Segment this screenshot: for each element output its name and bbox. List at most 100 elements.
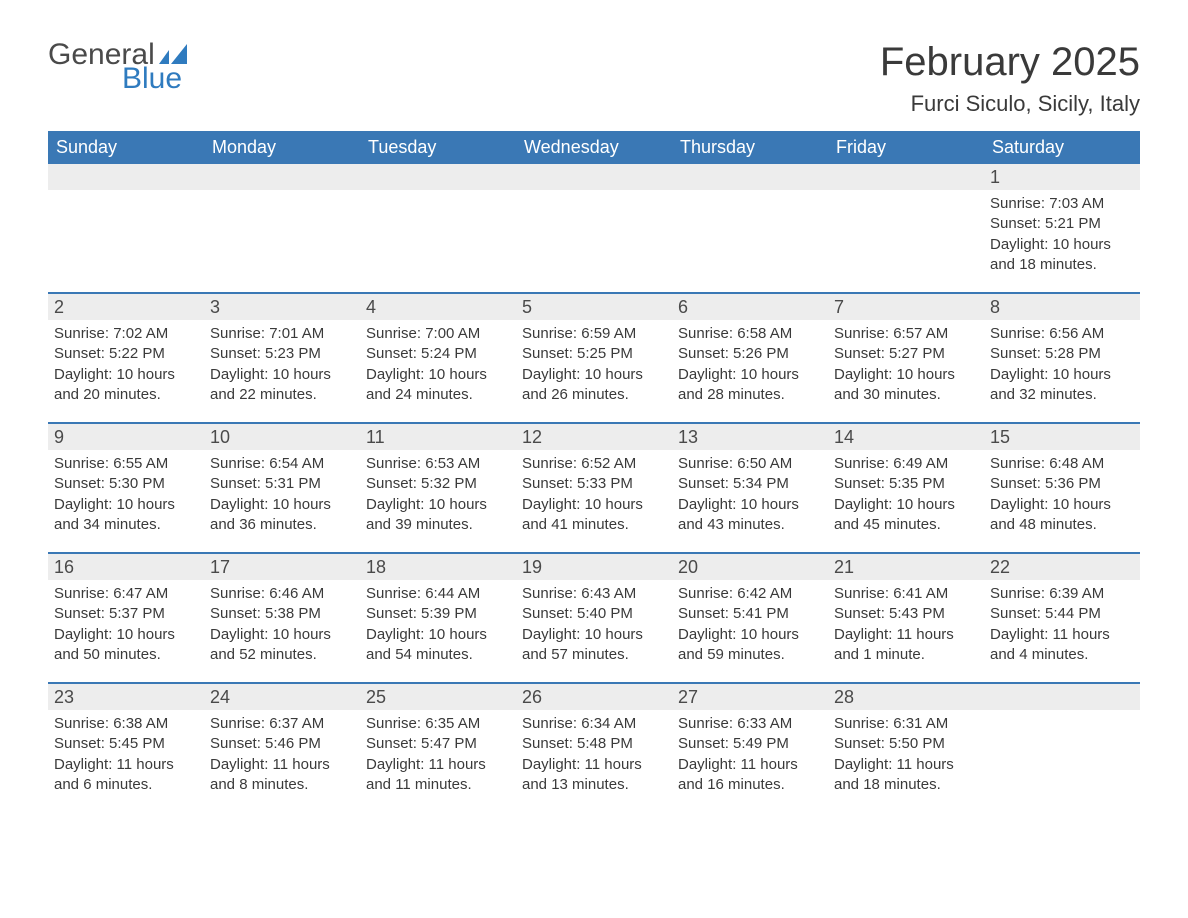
daylight-text: Daylight: 10 hours and 26 minutes. (522, 365, 666, 406)
week-row: 1Sunrise: 7:03 AMSunset: 5:21 PMDaylight… (48, 164, 1140, 292)
day-number: 25 (360, 684, 516, 710)
sunrise-text: Sunrise: 6:38 AM (54, 714, 198, 734)
daylight-text: Daylight: 10 hours and 41 minutes. (522, 495, 666, 536)
sunrise-text: Sunrise: 6:52 AM (522, 454, 666, 474)
day-number: 20 (672, 554, 828, 580)
sunset-text: Sunset: 5:45 PM (54, 734, 198, 754)
day-body: Sunrise: 6:35 AMSunset: 5:47 PMDaylight:… (360, 710, 516, 799)
week-row: 2Sunrise: 7:02 AMSunset: 5:22 PMDaylight… (48, 292, 1140, 422)
daylight-text: Daylight: 10 hours and 57 minutes. (522, 625, 666, 666)
day-body: Sunrise: 6:49 AMSunset: 5:35 PMDaylight:… (828, 450, 984, 539)
sunset-text: Sunset: 5:27 PM (834, 344, 978, 364)
day-cell (48, 164, 204, 292)
day-cell (204, 164, 360, 292)
daylight-text: Daylight: 11 hours and 4 minutes. (990, 625, 1134, 666)
day-number: 8 (984, 294, 1140, 320)
dow-wednesday: Wednesday (516, 131, 672, 164)
week-row: 16 Sunrise: 6:47 AMSunset: 5:37 PM Dayligh… (48, 552, 1140, 682)
day-cell: 4Sunrise: 7:00 AMSunset: 5:24 PMDaylight… (360, 294, 516, 422)
daylight-text: Daylight: 11 hours and 13 minutes. (522, 755, 666, 796)
title-block: February 2025 Furci Siculo, Sicily, Ital… (880, 40, 1140, 117)
day-cell: 7Sunrise: 6:57 AMSunset: 5:27 PMDaylight… (828, 294, 984, 422)
logo-flag-icon (159, 44, 187, 64)
daylight-text: Daylight: 10 hours and 24 minutes. (366, 365, 510, 406)
sunset-text: Sunset: 5:36 PM (990, 474, 1134, 494)
sunrise-text: Sunrise: 6:34 AM (522, 714, 666, 734)
sunrise-text: Sunrise: 6:47 AM (54, 584, 198, 604)
day-cell: 19Sunrise: 6:43 AMSunset: 5:40 PMDayligh… (516, 554, 672, 682)
sunrise-text: Sunrise: 6:35 AM (366, 714, 510, 734)
day-body: Sunrise: 6:50 AMSunset: 5:34 PMDaylight:… (672, 450, 828, 539)
sunrise-text: Sunrise: 7:02 AM (54, 324, 198, 344)
sunset-text: Sunset: 5:37 PM (54, 604, 198, 624)
day-body: Sunrise: 6:37 AMSunset: 5:46 PMDaylight:… (204, 710, 360, 799)
day-body: Sunrise: 6:39 AMSunset: 5:44 PMDaylight:… (984, 580, 1140, 669)
day-number: 23 (48, 684, 204, 710)
sunset-text: Sunset: 5:26 PM (678, 344, 822, 364)
dow-sunday: Sunday (48, 131, 204, 164)
daylight-text: Daylight: 11 hours and 6 minutes. (54, 755, 198, 796)
day-body: Sunrise: 6:33 AMSunset: 5:49 PMDaylight:… (672, 710, 828, 799)
sunrise-text: Sunrise: 6:56 AM (990, 324, 1134, 344)
day-body: Sunrise: 6:55 AMSunset: 5:30 PMDaylight:… (48, 450, 204, 539)
sunset-text: Sunset: 5:41 PM (678, 604, 822, 624)
day-cell: 28Sunrise: 6:31 AMSunset: 5:50 PMDayligh… (828, 684, 984, 812)
day-body: Sunrise: 6:44 AMSunset: 5:39 PMDaylight:… (360, 580, 516, 669)
sunrise-text: Sunrise: 6:33 AM (678, 714, 822, 734)
daylight-text: Daylight: 10 hours and 34 minutes. (54, 495, 198, 536)
day-body: Sunrise: 6:58 AMSunset: 5:26 PMDaylight:… (672, 320, 828, 409)
daylight-text: Daylight: 10 hours and 30 minutes. (834, 365, 978, 406)
day-cell (516, 164, 672, 292)
sunrise-text: Sunrise: 6:31 AM (834, 714, 978, 734)
day-cell (984, 684, 1140, 812)
sunset-text: Sunset: 5:22 PM (54, 344, 198, 364)
day-cell: 2 Sunrise: 7:02 AMSunset: 5:22 PMDaylight… (48, 294, 204, 422)
sunset-text: Sunset: 5:38 PM (210, 604, 354, 624)
dow-monday: Monday (204, 131, 360, 164)
sunrise-text: Sunrise: 6:43 AM (522, 584, 666, 604)
day-number: 2 (48, 294, 204, 320)
day-number: 27 (672, 684, 828, 710)
day-body: Sunrise: 6:42 AMSunset: 5:41 PMDaylight:… (672, 580, 828, 669)
daylight-text: Daylight: 10 hours and 22 minutes. (210, 365, 354, 406)
sunset-text: Sunset: 5:47 PM (366, 734, 510, 754)
day-number: 1 (984, 164, 1140, 190)
daylight-text: Daylight: 11 hours and 18 minutes. (834, 755, 978, 796)
logo-text-blue: Blue (122, 64, 187, 94)
sunrise-text: Sunrise: 7:01 AM (210, 324, 354, 344)
daylight-text: Daylight: 11 hours and 16 minutes. (678, 755, 822, 796)
sunset-text: Sunset: 5:44 PM (990, 604, 1134, 624)
day-cell: 27Sunrise: 6:33 AMSunset: 5:49 PMDayligh… (672, 684, 828, 812)
daylight-text: Daylight: 10 hours and 20 minutes. (54, 365, 198, 406)
day-number: 26 (516, 684, 672, 710)
day-number: 5 (516, 294, 672, 320)
location-subtitle: Furci Siculo, Sicily, Italy (880, 91, 1140, 117)
dow-saturday: Saturday (984, 131, 1140, 164)
sunset-text: Sunset: 5:46 PM (210, 734, 354, 754)
day-number: 7 (828, 294, 984, 320)
day-cell: 3Sunrise: 7:01 AMSunset: 5:23 PMDaylight… (204, 294, 360, 422)
day-number: 14 (828, 424, 984, 450)
day-number: 28 (828, 684, 984, 710)
day-number: 19 (516, 554, 672, 580)
day-body: Sunrise: 6:41 AMSunset: 5:43 PMDaylight:… (828, 580, 984, 669)
daylight-text: Daylight: 11 hours and 8 minutes. (210, 755, 354, 796)
day-number: 6 (672, 294, 828, 320)
day-number: 16 (48, 554, 204, 580)
day-cell: 20Sunrise: 6:42 AMSunset: 5:41 PMDayligh… (672, 554, 828, 682)
dow-friday: Friday (828, 131, 984, 164)
day-body: Sunrise: 6:43 AMSunset: 5:40 PMDaylight:… (516, 580, 672, 669)
day-cell: 21Sunrise: 6:41 AMSunset: 5:43 PMDayligh… (828, 554, 984, 682)
daylight-text: Daylight: 10 hours and 28 minutes. (678, 365, 822, 406)
day-number: 3 (204, 294, 360, 320)
sunrise-text: Sunrise: 6:46 AM (210, 584, 354, 604)
day-number (672, 164, 828, 190)
day-number: 15 (984, 424, 1140, 450)
day-cell: 8Sunrise: 6:56 AMSunset: 5:28 PMDaylight… (984, 294, 1140, 422)
sunrise-text: Sunrise: 6:37 AM (210, 714, 354, 734)
day-body: Sunrise: 6:34 AMSunset: 5:48 PMDaylight:… (516, 710, 672, 799)
sunset-text: Sunset: 5:39 PM (366, 604, 510, 624)
daylight-text: Daylight: 10 hours and 32 minutes. (990, 365, 1134, 406)
day-number (204, 164, 360, 190)
daylight-text: Daylight: 10 hours and 52 minutes. (210, 625, 354, 666)
